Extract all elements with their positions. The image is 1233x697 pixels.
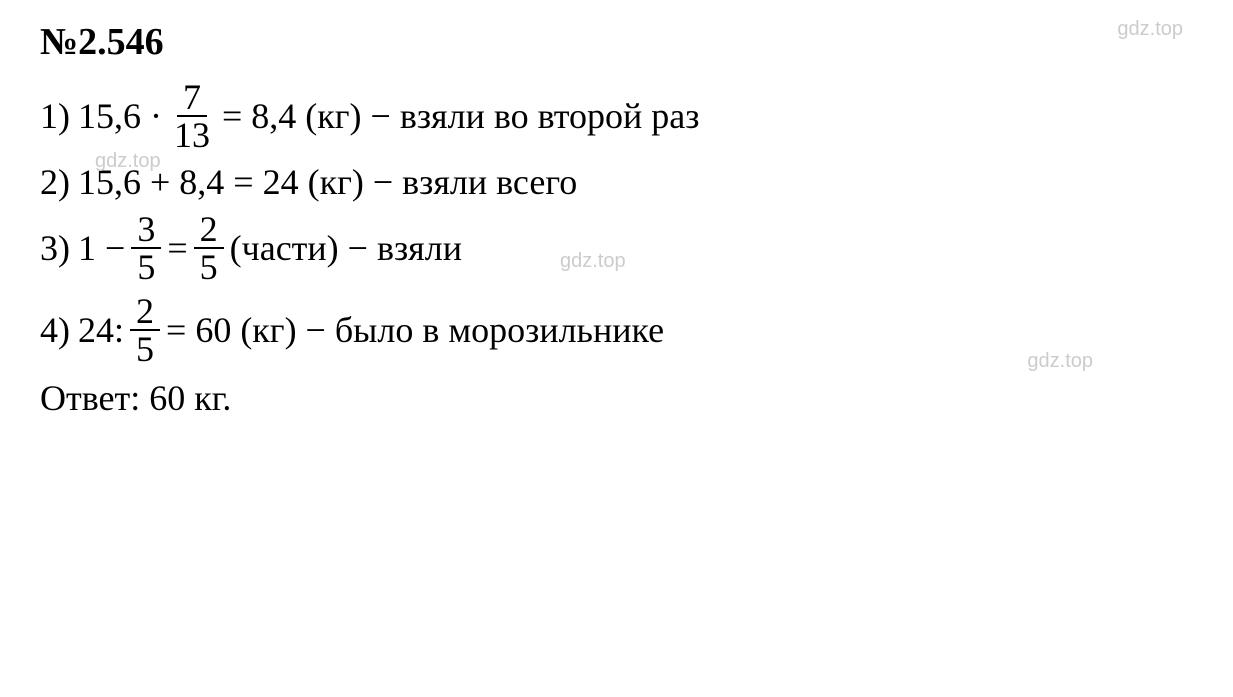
step-text-after: = 8,4 (кг) − взяли во второй раз [222, 95, 699, 137]
fraction-numerator: 3 [131, 211, 161, 249]
fraction-numerator: 2 [194, 211, 224, 249]
fraction-denominator: 5 [130, 331, 160, 367]
step-text-after: (части) − взяли [230, 227, 462, 269]
step-text-before: 1 − [78, 227, 125, 269]
step-text-before: 24: [78, 309, 124, 351]
problem-number: №2.546 [40, 20, 1193, 64]
step-2: 2) 15,6 + 8,4 = 24 (кг) − взяли всего [40, 161, 1193, 203]
step-1: 1) 15,6 · 7 13 = 8,4 (кг) − взяли во вто… [40, 79, 1193, 153]
step-text-after: = 60 (кг) − было в морозильнике [166, 309, 664, 351]
step-index: 3) [40, 227, 70, 269]
step-text-mid: = [167, 227, 187, 269]
fraction-denominator: 5 [194, 249, 224, 285]
step-index: 4) [40, 309, 70, 351]
fraction-numerator: 2 [130, 293, 160, 331]
step-index: 2) [40, 161, 70, 203]
fraction: 2 5 [130, 293, 160, 367]
step-3: 3) 1 − 3 5 = 2 5 (части) − взяли [40, 211, 1193, 285]
fraction-denominator: 5 [131, 249, 161, 285]
fraction-denominator: 13 [168, 117, 216, 153]
fraction: 2 5 [194, 211, 224, 285]
step-4: 4) 24: 2 5 = 60 (кг) − было в морозильни… [40, 293, 1193, 367]
step-text: 15,6 + 8,4 = 24 (кг) − взяли всего [78, 161, 577, 203]
answer: Ответ: 60 кг. [40, 377, 1193, 419]
step-text-before: 15,6 · [78, 95, 162, 137]
fraction: 7 13 [168, 79, 216, 153]
fraction: 3 5 [131, 211, 161, 285]
step-index: 1) [40, 95, 70, 137]
fraction-numerator: 7 [177, 79, 207, 117]
